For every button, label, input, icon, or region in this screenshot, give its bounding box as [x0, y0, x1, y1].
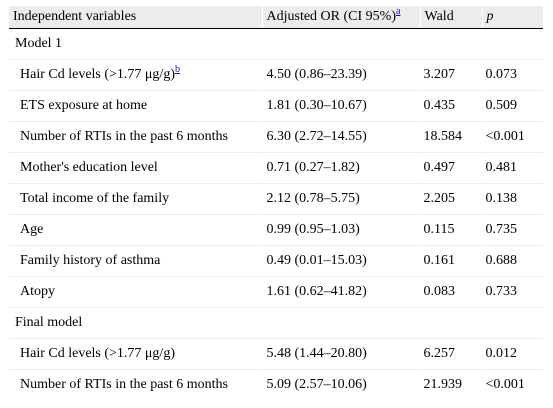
- odds-ratio-cell: 1.81 (0.30–10.67): [261, 90, 420, 122]
- variable-cell: Atopy: [9, 276, 262, 308]
- wald-cell: 0.083: [419, 276, 482, 308]
- wald-cell: 3.207: [419, 59, 482, 91]
- odds-ratio-cell: 0.49 (0.01–15.03): [261, 245, 420, 277]
- table-row: Number of RTIs in the past 6 months 6.30 …: [9, 121, 543, 153]
- table-row: Mother's education level 0.71 (0.27–1.82)…: [9, 152, 543, 184]
- table-row: Number of RTIs in the past 6 months 5.09 …: [9, 369, 543, 400]
- section-row: Model 1: [9, 28, 543, 60]
- p-value-cell: 0.012: [481, 338, 543, 370]
- table-body: Model 1 Hair Cd levels (>1.77 μg/g)b 4.50 …: [9, 28, 543, 400]
- section-title: Model 1: [9, 28, 543, 60]
- variable-cell: Age: [9, 214, 262, 246]
- odds-ratio-cell: 4.50 (0.86–23.39): [261, 59, 420, 91]
- variable-cell: Number of RTIs in the past 6 months: [9, 121, 262, 153]
- variable-cell: Hair Cd levels (>1.77 μg/g)b: [9, 59, 262, 91]
- variable-label: Total income of the family: [20, 191, 170, 206]
- header-independent-variables: Independent variables: [9, 6, 262, 29]
- wald-cell: 0.497: [419, 152, 482, 184]
- header-p-value: p: [481, 6, 543, 29]
- variable-cell: Family history of asthma: [9, 245, 262, 277]
- variable-label: ETS exposure at home: [20, 98, 148, 113]
- header-wald: Wald: [419, 6, 482, 29]
- variable-cell: Total income of the family: [9, 183, 262, 215]
- odds-ratio-cell: 5.09 (2.57–10.06): [261, 369, 420, 400]
- p-value-cell: <0.001: [481, 121, 543, 153]
- p-value-cell: 0.073: [481, 59, 543, 91]
- section-row: Final model: [9, 307, 543, 339]
- wald-cell: 21.939: [419, 369, 482, 400]
- variable-cell: Hair Cd levels (>1.77 μg/g): [9, 338, 262, 370]
- footnote-a-link[interactable]: a: [396, 6, 401, 18]
- odds-ratio-cell: 0.99 (0.95–1.03): [261, 214, 420, 246]
- table-row: ETS exposure at home 1.81 (0.30–10.67) 0.4…: [9, 90, 543, 122]
- variable-label: Number of RTIs in the past 6 months: [20, 377, 228, 392]
- wald-cell: 0.115: [419, 214, 482, 246]
- variable-cell: Mother's education level: [9, 152, 262, 184]
- p-value-cell: 0.138: [481, 183, 543, 215]
- variable-label: Hair Cd levels (>1.77 μg/g): [20, 67, 175, 82]
- table-row: Hair Cd levels (>1.77 μg/g) 5.48 (1.44–20…: [9, 338, 543, 370]
- section-title: Final model: [9, 307, 543, 339]
- p-value-cell: 0.733: [481, 276, 543, 308]
- p-value-cell: 0.481: [481, 152, 543, 184]
- header-row: Independent variables Adjusted OR (CI 95…: [9, 6, 543, 29]
- header-adjusted-or-label: Adjusted OR (CI 95%): [266, 9, 397, 24]
- wald-cell: 18.584: [419, 121, 482, 153]
- odds-ratio-cell: 6.30 (2.72–14.55): [261, 121, 420, 153]
- variable-label: Mother's education level: [20, 160, 158, 175]
- table-row: Age 0.99 (0.95–1.03) 0.115 0.735: [9, 214, 543, 246]
- table-row: Atopy 1.61 (0.62–41.82) 0.083 0.733: [9, 276, 543, 308]
- wald-cell: 2.205: [419, 183, 482, 215]
- odds-ratio-cell: 0.71 (0.27–1.82): [261, 152, 420, 184]
- variable-label: Atopy: [20, 284, 55, 299]
- header-adjusted-or: Adjusted OR (CI 95%)a: [261, 6, 420, 29]
- p-value-cell: 0.509: [481, 90, 543, 122]
- odds-ratio-cell: 5.48 (1.44–20.80): [261, 338, 420, 370]
- variable-label: Number of RTIs in the past 6 months: [20, 129, 228, 144]
- results-table: Independent variables Adjusted OR (CI 95…: [9, 6, 543, 400]
- table-row: Family history of asthma 0.49 (0.01–15.03…: [9, 245, 543, 277]
- wald-cell: 0.161: [419, 245, 482, 277]
- footnote-b-link[interactable]: b: [174, 64, 180, 76]
- table-row: Total income of the family 2.12 (0.78–5.7…: [9, 183, 543, 215]
- odds-ratio-cell: 1.61 (0.62–41.82): [261, 276, 420, 308]
- wald-cell: 0.435: [419, 90, 482, 122]
- p-value-cell: 0.688: [481, 245, 543, 277]
- odds-ratio-cell: 2.12 (0.78–5.75): [261, 183, 420, 215]
- variable-cell: Number of RTIs in the past 6 months: [9, 369, 262, 400]
- wald-cell: 6.257: [419, 338, 482, 370]
- variable-label: Age: [20, 222, 44, 237]
- variable-label: Hair Cd levels (>1.77 μg/g): [20, 346, 175, 361]
- variable-cell: ETS exposure at home: [9, 90, 262, 122]
- table-row: Hair Cd levels (>1.77 μg/g)b 4.50 (0.86–2…: [9, 59, 543, 91]
- p-value-cell: <0.001: [481, 369, 543, 400]
- p-value-cell: 0.735: [481, 214, 543, 246]
- variable-label: Family history of asthma: [20, 253, 161, 268]
